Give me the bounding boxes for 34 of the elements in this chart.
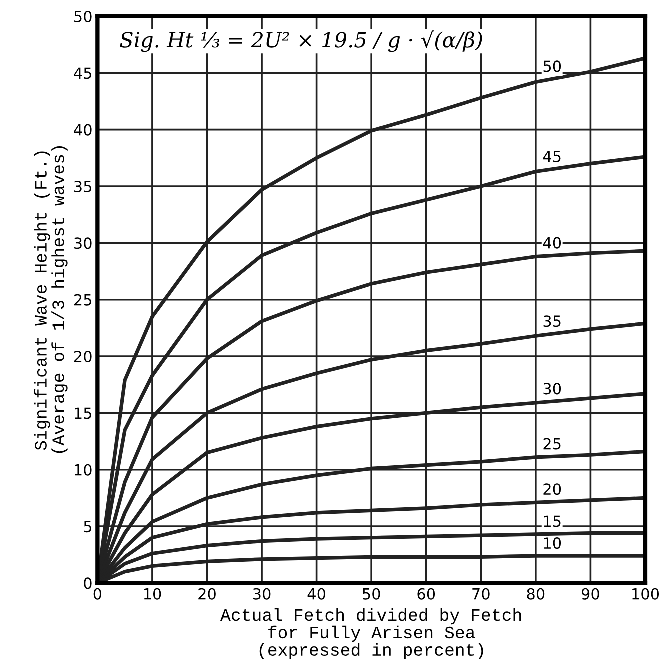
annotation: Sig. Ht ⅓ = 2U² × 19.5 / g · √(α/β) — [120, 30, 482, 52]
y-tick-label: 0 — [84, 578, 92, 590]
y-tick-label: 35 — [74, 180, 92, 193]
y-axis-title: Significant Wave Height (Ft.) (Average of 1/3 highest waves) — [34, 146, 68, 454]
y-tick-label: 25 — [74, 294, 92, 306]
x-axis-title: Actual Fetch divided by Fetch for Fully Arisen Sea (expressed in percent) — [220, 608, 522, 659]
y-tick-label: 20 — [74, 350, 92, 363]
series-label: 25 — [544, 438, 561, 450]
series-label: 10 — [544, 538, 562, 550]
x-tick-label: 90 — [582, 588, 600, 600]
y-tick-label: 50 — [74, 10, 92, 22]
series-label: 35 — [544, 316, 561, 328]
series-label: 45 — [543, 151, 561, 162]
series-label: 30 — [544, 383, 562, 395]
x-tick-label: 50 — [363, 588, 380, 600]
y-tick-label: 10 — [75, 464, 92, 476]
series-label: 40 — [543, 237, 562, 249]
x-tick-label: 0 — [94, 588, 102, 600]
y-tick-label: 45 — [74, 68, 92, 80]
y-tick-label: 5 — [84, 521, 92, 533]
x-tick-label: 100 — [632, 588, 660, 600]
x-tick-label: 10 — [144, 588, 162, 600]
series-label: 50 — [544, 60, 562, 72]
x-tick-label: 80 — [527, 588, 545, 600]
series-label: 20 — [544, 484, 562, 496]
y-tick-label: 40 — [74, 124, 92, 136]
series-label: 15 — [544, 516, 561, 528]
x-tick-label: 20 — [198, 588, 216, 600]
y-tick-label: 30 — [74, 238, 92, 250]
x-tick-label: 70 — [472, 588, 490, 600]
x-tick-label: 30 — [253, 588, 271, 600]
y-tick-label: 15 — [75, 408, 92, 420]
x-tick-label: 40 — [308, 588, 326, 600]
x-tick-label: 60 — [418, 588, 436, 600]
